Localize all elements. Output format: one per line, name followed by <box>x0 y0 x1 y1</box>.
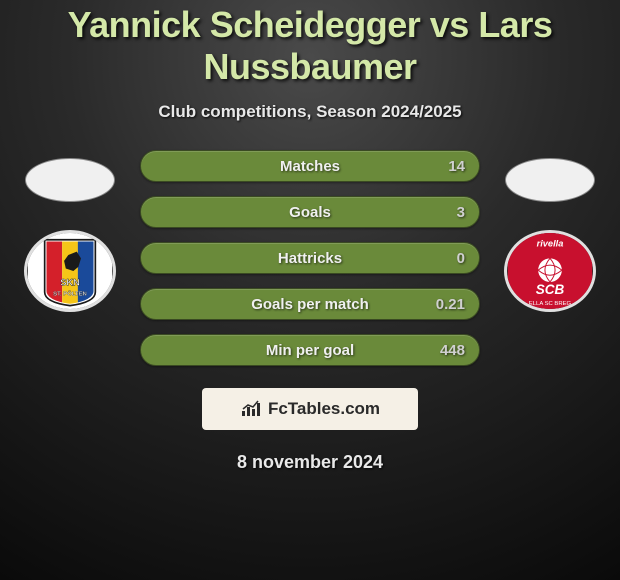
stat-label: Min per goal <box>266 342 354 359</box>
stat-label: Goals per match <box>251 296 369 313</box>
stat-row: Goals per match 0.21 <box>140 288 480 320</box>
stat-right-value: 3 <box>457 204 465 221</box>
player-left-avatar <box>25 158 115 202</box>
stat-row: Goals 3 <box>140 196 480 228</box>
brand-text: FcTables.com <box>268 399 380 419</box>
stat-right-value: 448 <box>440 342 465 359</box>
chart-icon <box>240 400 262 418</box>
stat-right-value: 0 <box>457 250 465 267</box>
svg-text:SCB: SCB <box>536 282 565 297</box>
stats-column: Matches 14 Goals 3 Hattricks 0 Goals per… <box>140 150 480 366</box>
stat-label: Matches <box>280 158 340 175</box>
player-right-column: rivella SCB ELLA SC BREG <box>500 150 600 312</box>
page-title: Yannick Scheidegger vs Lars Nussbaumer <box>0 4 620 88</box>
svg-text:ELLA SC BREG: ELLA SC BREG <box>529 301 572 307</box>
comparison-row: SKN ST. PÖLTEN Matches 14 Goals 3 Hattri… <box>0 150 620 366</box>
snapshot-date: 8 november 2024 <box>0 452 620 473</box>
svg-text:SKN: SKN <box>60 277 80 287</box>
svg-text:rivella: rivella <box>537 239 564 249</box>
stat-label: Goals <box>289 204 331 221</box>
club-left-badge: SKN ST. PÖLTEN <box>24 230 116 312</box>
stat-row: Min per goal 448 <box>140 334 480 366</box>
player-right-avatar <box>505 158 595 202</box>
stat-row: Hattricks 0 <box>140 242 480 274</box>
svg-text:ST. PÖLTEN: ST. PÖLTEN <box>53 290 87 297</box>
stat-right-value: 14 <box>448 158 465 175</box>
brand-watermark[interactable]: FcTables.com <box>202 388 418 430</box>
club-right-badge: rivella SCB ELLA SC BREG <box>504 230 596 312</box>
stat-label: Hattricks <box>278 250 342 267</box>
player-left-column: SKN ST. PÖLTEN <box>20 150 120 312</box>
stat-right-value: 0.21 <box>436 296 465 313</box>
competition-subtitle: Club competitions, Season 2024/2025 <box>0 102 620 122</box>
stat-row: Matches 14 <box>140 150 480 182</box>
